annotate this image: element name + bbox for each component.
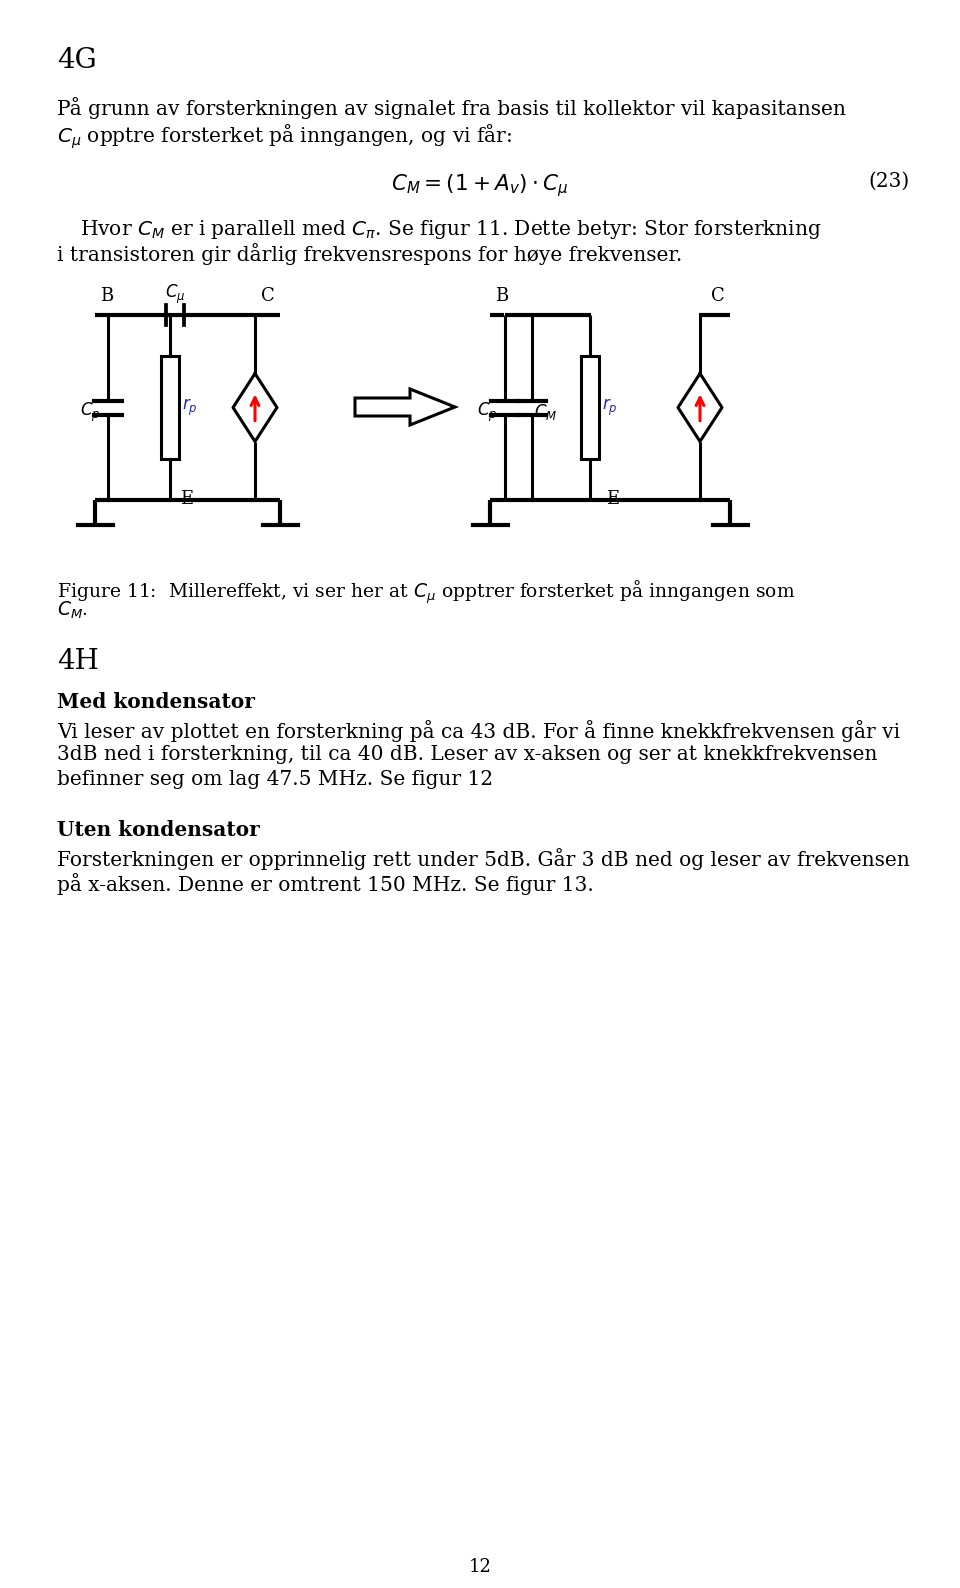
Text: Vi leser av plottet en forsterkning på ca 43 dB. For å finne knekkfrekvensen går: Vi leser av plottet en forsterkning på c… [57, 719, 900, 742]
Text: B: B [495, 287, 508, 305]
Text: Forsterkningen er opprinnelig rett under 5dB. Går 3 dB ned og leser av frekvense: Forsterkningen er opprinnelig rett under… [57, 848, 910, 870]
Bar [581, 356, 599, 459]
Text: Hvor $C_M$ er i parallell med $C_\pi$. Se figur 11. Dette betyr: Stor forsterkni: Hvor $C_M$ er i parallell med $C_\pi$. S… [80, 218, 822, 241]
Text: C: C [711, 287, 725, 305]
Text: $C_M$: $C_M$ [534, 402, 558, 422]
Text: Uten kondensator: Uten kondensator [57, 819, 260, 840]
Text: $C_p$: $C_p$ [80, 400, 100, 424]
Text: E: E [606, 491, 619, 508]
Text: $C_M$.: $C_M$. [57, 600, 88, 621]
Text: på x-aksen. Denne er omtrent 150 MHz. Se figur 13.: på x-aksen. Denne er omtrent 150 MHz. Se… [57, 873, 593, 896]
Text: befinner seg om lag 47.5 MHz. Se figur 12: befinner seg om lag 47.5 MHz. Se figur 1… [57, 770, 493, 789]
Bar [161, 356, 179, 459]
Text: C: C [261, 287, 275, 305]
Text: i transistoren gir dårlig frekvensrespons for høye frekvenser.: i transistoren gir dårlig frekvensrespon… [57, 243, 683, 265]
Text: B: B [100, 287, 113, 305]
Text: Med kondensator: Med kondensator [57, 692, 254, 711]
Text: $C_\mu$: $C_\mu$ [165, 283, 185, 306]
Text: $r_p$: $r_p$ [182, 397, 198, 418]
Text: $C_\mu$ opptre forsterket på inngangen, og vi får:: $C_\mu$ opptre forsterket på inngangen, … [57, 122, 512, 151]
Text: 4G: 4G [57, 48, 97, 75]
Text: $r_p$: $r_p$ [602, 397, 617, 418]
Text: 3dB ned i forsterkning, til ca 40 dB. Leser av x-aksen og ser at knekkfrekvensen: 3dB ned i forsterkning, til ca 40 dB. Le… [57, 745, 877, 764]
Text: På grunn av forsterkningen av signalet fra basis til kollektor vil kapasitansen: På grunn av forsterkningen av signalet f… [57, 97, 846, 119]
Text: $C_M = (1 + A_v) \cdot C_\mu$: $C_M = (1 + A_v) \cdot C_\mu$ [392, 172, 568, 198]
Text: E: E [180, 491, 193, 508]
Text: 4H: 4H [57, 648, 99, 675]
Text: Figure 11:  Millereffekt, vi ser her at $C_\mu$ opptrer forsterket på inngangen : Figure 11: Millereffekt, vi ser her at $… [57, 578, 795, 605]
Text: $C_p$: $C_p$ [476, 400, 497, 424]
Text: (23): (23) [869, 172, 910, 191]
Polygon shape [355, 389, 455, 426]
Text: 12: 12 [468, 1558, 492, 1575]
